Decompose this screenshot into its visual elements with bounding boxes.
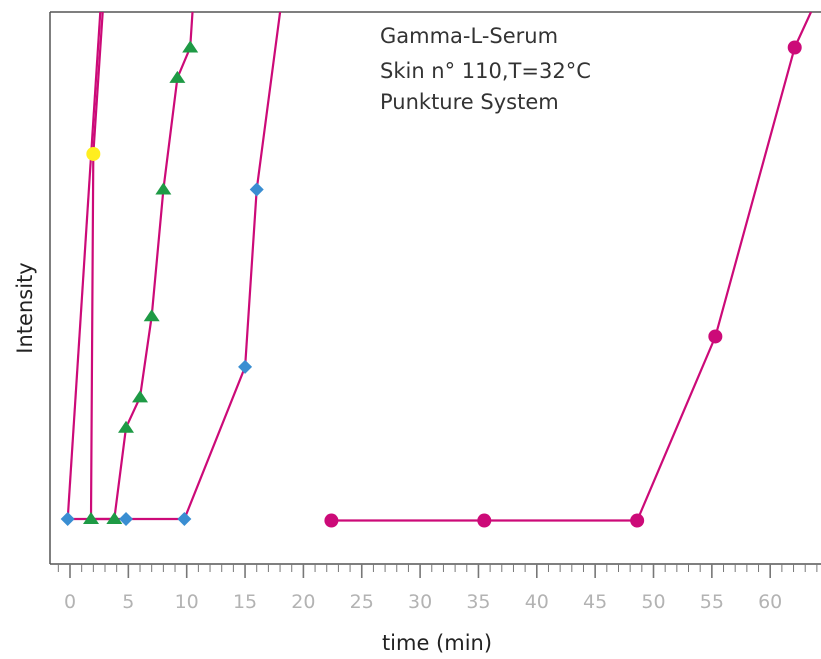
y-axis-title: Intensity — [13, 262, 37, 353]
x-tick-label: 50 — [641, 591, 665, 613]
annotation-line-2: Skin n° 110,T=32°C — [380, 59, 591, 83]
data-point-series-3 — [118, 420, 135, 433]
data-point-series-3 — [169, 70, 186, 83]
x-tick-label: 55 — [700, 591, 724, 613]
x-tick-label: 30 — [408, 591, 432, 613]
data-point-series-5 — [249, 182, 264, 197]
data-point-series-5 — [238, 359, 253, 374]
markers-layer — [60, 40, 802, 528]
series-line-1 — [66, 12, 102, 520]
data-point-series-1 — [60, 512, 75, 526]
x-tick-label: 25 — [350, 591, 374, 613]
data-point-series-3 — [143, 309, 160, 322]
data-point-series-5 — [177, 512, 192, 526]
data-point-series-2 — [86, 146, 101, 161]
x-tick-label: 35 — [466, 591, 490, 613]
x-tick-label: 60 — [758, 591, 782, 613]
data-point-series-6 — [787, 40, 802, 55]
x-ticks: 0 5 10 15 20 25 30 35 40 45 50 55 60 — [57, 564, 818, 613]
x-tick-label: 40 — [525, 591, 549, 613]
data-point-series-6 — [708, 329, 723, 344]
x-tick-label: 45 — [583, 591, 607, 613]
x-axis-title: time (min) — [382, 631, 492, 655]
data-point-series-4 — [119, 512, 134, 526]
x-tick-label: 10 — [175, 591, 199, 613]
data-point-series-3 — [106, 512, 123, 524]
data-point-series-3 — [182, 40, 199, 53]
annotation-line-1: Gamma-L-Serum — [380, 24, 558, 48]
data-point-series-3 — [83, 512, 100, 524]
x-tick-label: 5 — [122, 591, 134, 613]
plot-area — [50, 12, 821, 564]
data-point-series-6 — [324, 513, 339, 528]
x-tick-label: 15 — [233, 591, 257, 613]
x-tick-label: 0 — [64, 591, 76, 613]
x-tick-label: 20 — [291, 591, 315, 613]
data-point-series-6 — [477, 513, 492, 528]
data-point-series-3 — [155, 182, 172, 195]
data-point-series-6 — [630, 513, 645, 528]
data-point-series-3 — [132, 390, 149, 403]
annotation-line-3: Punkture System — [380, 90, 559, 114]
